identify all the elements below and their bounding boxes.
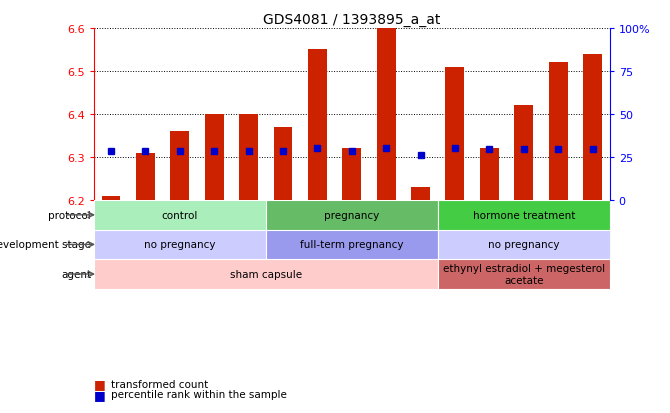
Text: no pregnancy: no pregnancy [488,240,559,250]
Text: ethynyl estradiol + megesterol
acetate: ethynyl estradiol + megesterol acetate [443,263,605,285]
Text: GSM796402: GSM796402 [450,202,460,255]
Bar [136,153,155,201]
FancyBboxPatch shape [128,201,163,278]
Bar [583,55,602,201]
Bar [377,29,395,201]
Text: GSM796393: GSM796393 [141,202,150,255]
Text: GSM796396: GSM796396 [244,202,253,255]
Bar [266,230,438,260]
Bar [438,230,610,260]
Bar [102,196,121,201]
Text: GSM796405: GSM796405 [553,202,563,255]
Text: GSM796394: GSM796394 [176,202,184,255]
Bar [266,201,438,230]
Text: full-term pregnancy: full-term pregnancy [300,240,403,250]
Text: GSM796392: GSM796392 [107,202,115,255]
Text: pregnancy: pregnancy [324,210,379,220]
Text: protocol: protocol [48,210,91,220]
Bar [239,115,258,201]
Bar [411,188,430,201]
Title: GDS4081 / 1393895_a_at: GDS4081 / 1393895_a_at [263,12,440,26]
Bar [480,149,498,201]
Text: percentile rank within the sample: percentile rank within the sample [111,389,287,399]
Text: GSM796399: GSM796399 [347,202,356,255]
Bar [446,68,464,201]
FancyBboxPatch shape [369,201,403,278]
Bar [94,201,266,230]
Text: transformed count: transformed count [111,379,208,389]
FancyBboxPatch shape [300,201,334,278]
FancyBboxPatch shape [438,201,472,278]
Text: ■: ■ [94,388,106,401]
Bar [515,106,533,201]
Text: GSM796406: GSM796406 [588,202,597,255]
Text: sham capsule: sham capsule [230,269,302,279]
Bar [308,50,327,201]
Bar [205,115,224,201]
Bar [438,201,610,230]
Text: no pregnancy: no pregnancy [144,240,216,250]
Text: GSM796398: GSM796398 [313,202,322,255]
Bar [94,230,266,260]
FancyBboxPatch shape [541,201,576,278]
Text: GSM796401: GSM796401 [416,202,425,255]
FancyBboxPatch shape [197,201,231,278]
Text: GSM796400: GSM796400 [382,202,391,255]
Text: hormone treatment: hormone treatment [472,210,575,220]
Bar [94,260,438,289]
FancyBboxPatch shape [334,201,369,278]
Text: control: control [161,210,198,220]
Text: ■: ■ [94,377,106,391]
FancyBboxPatch shape [403,201,438,278]
FancyBboxPatch shape [231,201,266,278]
FancyBboxPatch shape [507,201,541,278]
FancyBboxPatch shape [472,201,507,278]
FancyBboxPatch shape [163,201,197,278]
Text: agent: agent [61,269,91,279]
FancyBboxPatch shape [94,201,128,278]
FancyBboxPatch shape [266,201,300,278]
FancyBboxPatch shape [576,201,610,278]
Bar [342,149,361,201]
Text: GSM796403: GSM796403 [485,202,494,255]
Text: GSM796404: GSM796404 [519,202,528,255]
Bar [549,63,567,201]
Bar [170,132,189,201]
Text: GSM796395: GSM796395 [210,202,218,255]
Bar [273,128,292,201]
Text: development stage: development stage [0,240,91,250]
Bar [438,260,610,289]
Text: GSM796397: GSM796397 [279,202,287,255]
